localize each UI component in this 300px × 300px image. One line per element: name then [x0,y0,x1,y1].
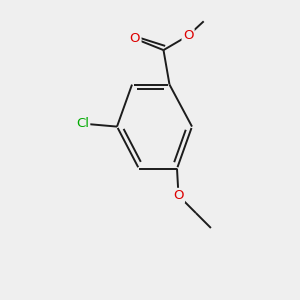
Text: O: O [173,189,184,202]
Text: O: O [183,29,193,42]
Text: Cl: Cl [76,117,89,130]
Text: O: O [130,32,140,45]
